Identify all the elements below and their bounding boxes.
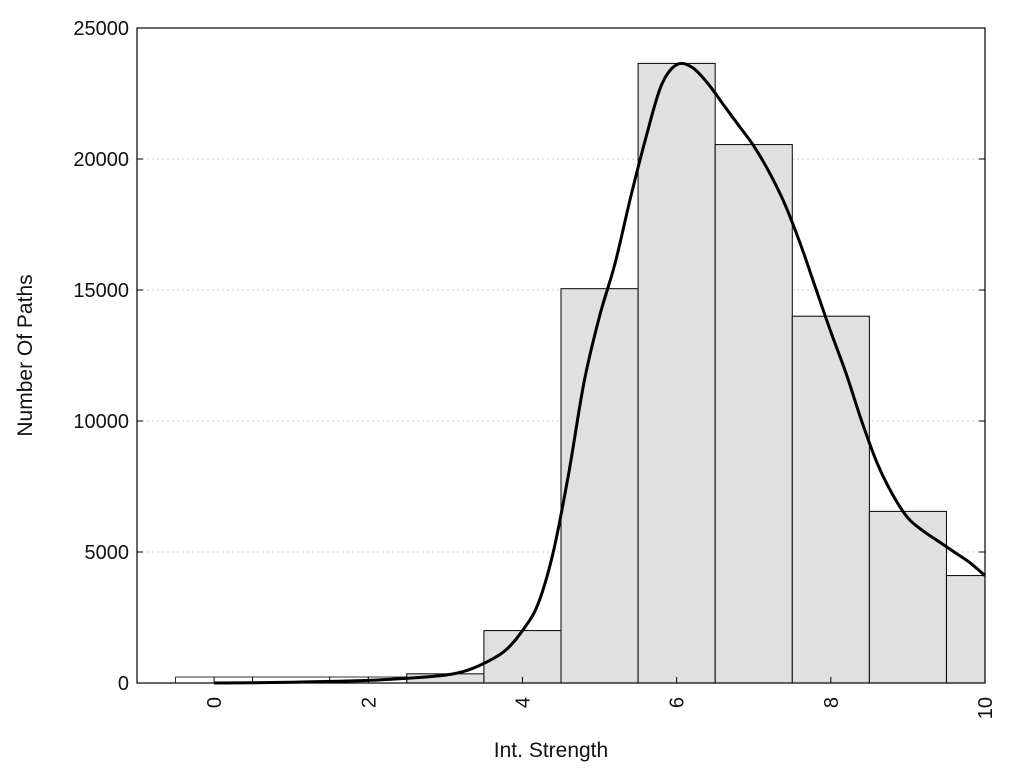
y-tick-label: 20000 (73, 149, 129, 171)
y-tick-label: 15000 (73, 280, 129, 302)
histogram-bar (868, 510, 947, 684)
x-tick-label: 0 (204, 697, 226, 708)
y-tick-label: 5000 (85, 542, 130, 564)
axis-ticks: 0 5000 10000 15000 20000 25000 0 2 4 6 8 10 (73, 18, 997, 719)
histogram-bar (791, 315, 870, 684)
histogram-bar (637, 62, 716, 684)
x-tick-label: 2 (358, 697, 380, 708)
density-curve (214, 61, 986, 685)
plot-frame (136, 27, 986, 684)
x-tick-label: 8 (821, 697, 843, 708)
x-axis-title: Int. Strength (494, 739, 608, 762)
histogram-bar (945, 575, 986, 684)
y-tick-label: 25000 (73, 18, 129, 40)
x-tick-label: 6 (667, 697, 689, 708)
histogram-bar (560, 288, 639, 684)
x-tick-label: 10 (975, 697, 997, 719)
y-tick-label: 0 (118, 673, 129, 695)
density-curve-group (214, 61, 986, 685)
histogram-bars (175, 62, 986, 684)
histogram-bar (714, 144, 793, 684)
x-tick-label: 4 (512, 697, 534, 708)
y-axis-title: Number Of Paths (14, 274, 37, 436)
y-tick-label: 10000 (73, 411, 129, 433)
